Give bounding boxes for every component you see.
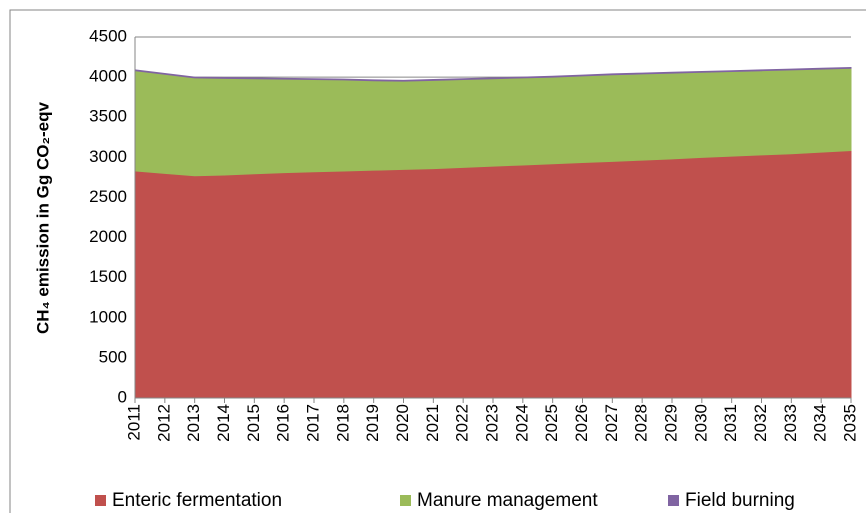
legend-label: Enteric fermentation — [112, 490, 282, 511]
legend-swatch — [400, 495, 411, 506]
chart-frame — [9, 9, 866, 513]
x-tick-label: 2034 — [811, 404, 830, 442]
x-tick-label: 2015 — [244, 404, 263, 442]
x-tick-label: 2027 — [602, 404, 621, 442]
y-tick-label: 4500 — [89, 26, 127, 45]
x-tick-label: 2024 — [512, 404, 531, 442]
area — [134, 66, 852, 82]
x-tick-label: 2011 — [124, 404, 143, 441]
x-tick-label: 2035 — [840, 404, 859, 442]
x-tick-label: 2016 — [274, 404, 293, 442]
x-tick-label: 2017 — [303, 404, 322, 442]
y-tick-label: 3000 — [89, 147, 127, 166]
x-tick-label: 2026 — [572, 404, 591, 442]
legend-label: Field burning — [685, 490, 795, 511]
x-tick-label: 2019 — [363, 404, 382, 442]
x-tick-label: 2018 — [333, 404, 352, 442]
legend-swatch — [95, 495, 106, 506]
y-tick-label: 1500 — [89, 267, 127, 286]
x-tick-label: 2021 — [423, 404, 442, 442]
x-tick-label: 2032 — [751, 404, 770, 442]
y-tick-label: 4000 — [89, 67, 127, 86]
area — [134, 149, 852, 399]
x-tick-label: 2023 — [482, 404, 501, 442]
x-tick-label: 2031 — [721, 404, 740, 442]
x-tick-label: 2033 — [781, 404, 800, 442]
y-tick-label: 0 — [118, 387, 127, 406]
y-tick-label: 3500 — [89, 107, 127, 126]
x-tick-label: 2012 — [154, 404, 173, 442]
x-tick-label: 2029 — [661, 404, 680, 442]
x-tick-label: 2030 — [691, 404, 710, 442]
x-tick-label: 2013 — [184, 404, 203, 442]
x-tick-label: 2025 — [542, 404, 561, 442]
y-tick-label: 2000 — [89, 227, 127, 246]
x-tick-label: 2028 — [632, 404, 651, 442]
y-tick-label: 500 — [99, 347, 127, 366]
y-axis-label: CH₄ emission in Gg CO₂-eqv — [33, 101, 52, 334]
x-tick-label: 2020 — [393, 404, 412, 442]
x-tick-label: 2022 — [453, 404, 472, 442]
y-tick-label: 1000 — [89, 307, 127, 326]
legend-swatch — [668, 495, 679, 506]
legend-label: Manure management — [417, 490, 598, 511]
y-tick-label: 2500 — [89, 187, 127, 206]
x-tick-label: 2014 — [214, 404, 233, 442]
